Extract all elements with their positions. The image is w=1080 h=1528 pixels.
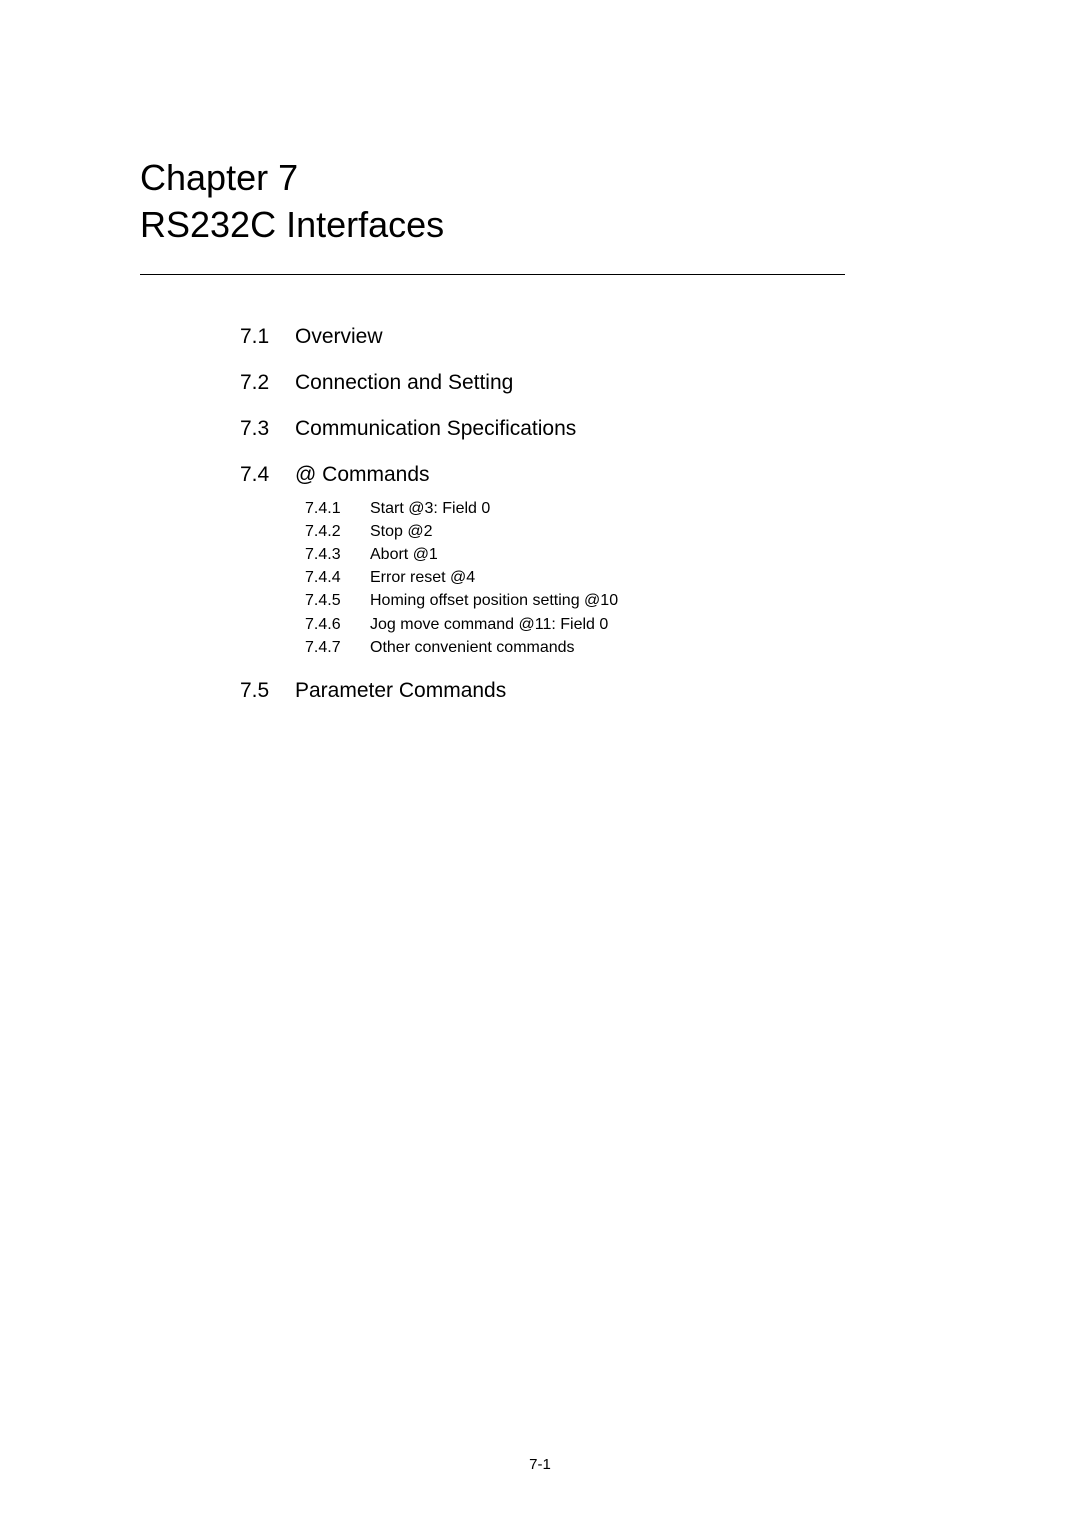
toc-section-title: @ Commands: [295, 463, 430, 487]
toc-section-number: 7.4: [240, 463, 295, 487]
toc-section: 7.5 Parameter Commands: [240, 679, 960, 703]
toc-subsection-number: 7.4.1: [305, 497, 370, 520]
toc-section-title: Connection and Setting: [295, 371, 513, 395]
toc-subsection: 7.4.5 Homing offset position setting @10: [305, 589, 960, 612]
toc-section-title: Communication Specifications: [295, 417, 576, 441]
toc-section-title: Overview: [295, 325, 383, 349]
toc-section: 7.4 @ Commands: [240, 463, 960, 487]
toc-subsection-title: Jog move command @11: Field 0: [370, 613, 608, 636]
toc-subsection-number: 7.4.6: [305, 613, 370, 636]
toc-subsection-title: Homing offset position setting @10: [370, 589, 618, 612]
toc-subsection-title: Abort @1: [370, 543, 438, 566]
toc-subsection: 7.4.7 Other convenient commands: [305, 636, 960, 659]
toc-section-title: Parameter Commands: [295, 679, 506, 703]
toc-subsection: 7.4.3 Abort @1: [305, 543, 960, 566]
toc-subsection-number: 7.4.7: [305, 636, 370, 659]
toc-subsection-number: 7.4.4: [305, 566, 370, 589]
toc-section: 7.2 Connection and Setting: [240, 371, 960, 395]
toc-section-number: 7.1: [240, 325, 295, 349]
table-of-contents: 7.1 Overview 7.2 Connection and Setting …: [140, 325, 960, 703]
toc-section-number: 7.5: [240, 679, 295, 703]
toc-subsection: 7.4.4 Error reset @4: [305, 566, 960, 589]
chapter-title: Chapter 7 RS232C Interfaces: [140, 155, 960, 249]
toc-subsection-number: 7.4.2: [305, 520, 370, 543]
toc-subsection-list: 7.4.1 Start @3: Field 0 7.4.2 Stop @2 7.…: [240, 497, 960, 659]
toc-subsection-number: 7.4.3: [305, 543, 370, 566]
page-number: 7-1: [0, 1456, 1080, 1473]
toc-section-number: 7.2: [240, 371, 295, 395]
toc-subsection-title: Other convenient commands: [370, 636, 575, 659]
chapter-name-line: RS232C Interfaces: [140, 202, 960, 249]
toc-section: 7.3 Communication Specifications: [240, 417, 960, 441]
toc-section-number: 7.3: [240, 417, 295, 441]
toc-subsection-number: 7.4.5: [305, 589, 370, 612]
title-underline: [140, 274, 845, 275]
toc-subsection: 7.4.6 Jog move command @11: Field 0: [305, 613, 960, 636]
toc-subsection: 7.4.2 Stop @2: [305, 520, 960, 543]
toc-subsection: 7.4.1 Start @3: Field 0: [305, 497, 960, 520]
toc-subsection-title: Start @3: Field 0: [370, 497, 490, 520]
toc-subsection-title: Error reset @4: [370, 566, 475, 589]
toc-subsection-title: Stop @2: [370, 520, 433, 543]
toc-section: 7.1 Overview: [240, 325, 960, 349]
chapter-number-line: Chapter 7: [140, 155, 960, 202]
